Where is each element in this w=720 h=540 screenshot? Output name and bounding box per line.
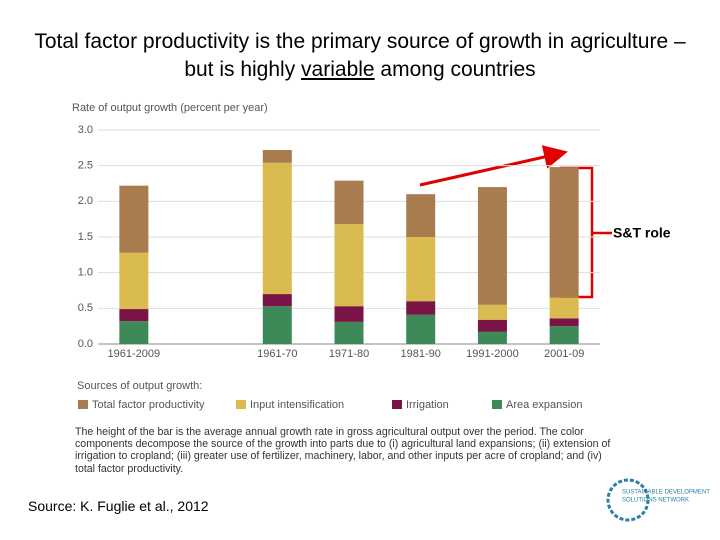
annotation: S&T role [613, 225, 671, 241]
bar-segment [334, 180, 364, 225]
bar-segment [549, 326, 579, 344]
bar-segment [334, 306, 364, 322]
title-text: among countries [374, 58, 536, 81]
logo-text: SOLUTIONS NETWORK [622, 498, 689, 504]
source: Source: K. Fuglie et al., 2012 [28, 498, 209, 514]
x-tick-label: 2001-09 [544, 348, 584, 360]
bar-segment [549, 297, 579, 319]
legend-label: Area expansion [506, 399, 582, 411]
bar-segment [477, 304, 507, 320]
bar-segment [549, 167, 579, 298]
bar-segment [262, 162, 292, 295]
bar-segment [477, 331, 507, 344]
bar-segment [334, 224, 364, 307]
y-tick-label: 0.0 [78, 338, 93, 350]
bar-segment [549, 318, 579, 327]
x-tick-label: 1961-70 [257, 348, 297, 360]
bar-segment [119, 252, 149, 310]
legend-label: Total factor productivity [92, 399, 205, 411]
legend-swatch [236, 400, 246, 409]
bar-segment [119, 309, 149, 322]
x-tick-label: 1981-90 [401, 348, 441, 360]
legend-label: Irrigation [406, 399, 449, 411]
legend-title: Sources of output growth: [77, 380, 202, 392]
trend-arrow [419, 145, 568, 187]
x-tick-label: 1961-2009 [108, 348, 161, 360]
x-tick-label: 1971-80 [329, 348, 369, 360]
legend-swatch [392, 400, 402, 409]
bar-segment [406, 314, 436, 344]
y-tick-label: 1.5 [78, 231, 93, 243]
y-tick-label: 1.0 [78, 267, 93, 279]
bar-segment [119, 321, 149, 344]
bar-segment [262, 149, 292, 163]
legend-swatch [78, 400, 88, 409]
bar-segment [119, 185, 149, 253]
y-tick-label: 2.5 [78, 160, 93, 172]
bar-segment [262, 306, 292, 344]
legend-swatch [492, 400, 502, 409]
logo-text: SUSTAINABLE DEVELOPMENT [622, 490, 710, 496]
bar-segment [262, 294, 292, 307]
title-emphasis: variable [301, 58, 375, 81]
title-text: Total factor productivity is the primary… [34, 30, 686, 81]
note: The height of the bar is the average ann… [75, 426, 611, 475]
bar-segment [477, 187, 507, 305]
y-tick-label: 0.5 [78, 302, 93, 314]
bar-segment [406, 301, 436, 315]
bar-segment [406, 237, 436, 302]
bar-segment [406, 194, 436, 237]
y-tick-label: 3.0 [78, 124, 93, 136]
logo-mark [606, 478, 650, 522]
slide-title: Total factor productivity is the primary… [20, 28, 700, 84]
legend-label: Input intensification [250, 399, 344, 411]
y-tick-label: 2.0 [78, 195, 93, 207]
x-tick-label: 1991-2000 [466, 348, 519, 360]
bar-segment [334, 321, 364, 344]
y-axis-title: Rate of output growth (percent per year) [72, 102, 268, 114]
bar-segment [477, 319, 507, 332]
